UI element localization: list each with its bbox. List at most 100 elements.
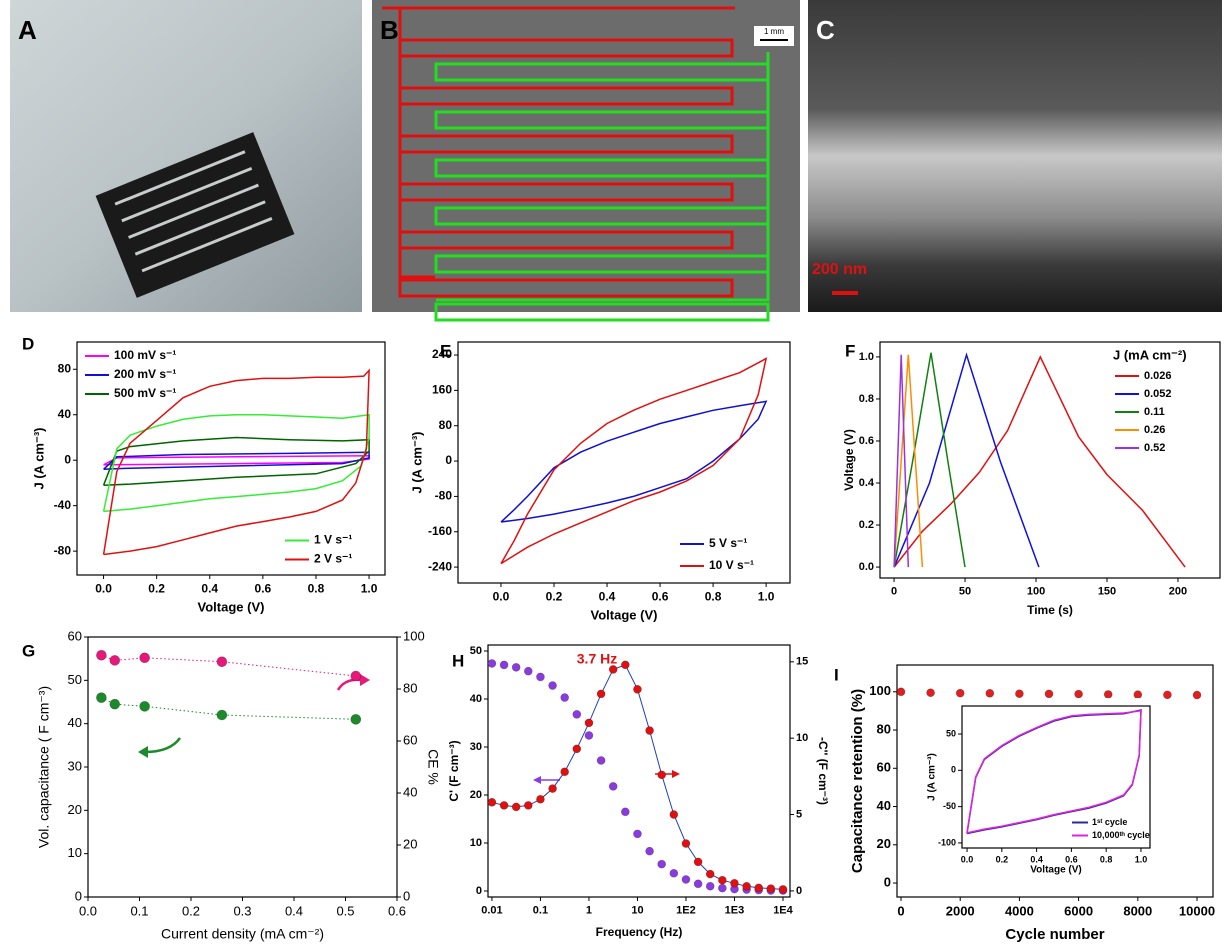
- data-point: [645, 846, 654, 856]
- data-point: [511, 802, 521, 812]
- data-point: [693, 857, 703, 867]
- data-point: [778, 885, 788, 894]
- x-tick-label: 1E4: [773, 905, 793, 917]
- y-tick-label: 60: [68, 628, 82, 643]
- y-tick-label: 0: [445, 453, 452, 467]
- panel-label: G: [22, 641, 35, 660]
- plot-frame: [896, 664, 1214, 898]
- data-point: [681, 839, 691, 848]
- y-tick-label: 80: [58, 361, 72, 375]
- data-point: [669, 810, 679, 819]
- x-axis-label: Time (s): [1027, 603, 1073, 617]
- x-tick-label: 1E2: [676, 905, 696, 917]
- y2-tick-label: 100: [403, 628, 425, 643]
- electrode-finger: [398, 134, 734, 154]
- data-point: [584, 718, 594, 728]
- y-tick-label: 240: [432, 347, 452, 361]
- data-point: [633, 829, 642, 839]
- data-point: [109, 698, 121, 710]
- data-point: [1133, 690, 1143, 699]
- arrow-head: [672, 770, 680, 778]
- series-line: [103, 451, 370, 471]
- x-tick-label: 0.4: [201, 582, 218, 596]
- y-tick-label: -240: [428, 559, 452, 573]
- electrode-finger: [398, 230, 734, 250]
- y-tick-label: -50: [943, 801, 956, 811]
- data-point: [96, 649, 107, 661]
- x-axis-label: Frequency (Hz): [596, 925, 683, 939]
- x-axis-label: Voltage (V): [198, 599, 265, 614]
- data-point: [1192, 690, 1202, 700]
- x-tick-label: 0.2: [182, 904, 200, 919]
- y-tick-label: 160: [432, 383, 452, 397]
- y-tick-label: 50: [470, 645, 482, 657]
- x-tick-label: 0: [897, 904, 904, 919]
- data-point: [139, 652, 150, 664]
- y-tick-label: 0: [64, 452, 71, 466]
- arrow: [336, 678, 363, 691]
- y2-tick-label: 0: [796, 885, 802, 897]
- scale-label: 200 nm: [812, 261, 867, 278]
- panel-label: I: [834, 665, 839, 684]
- y-tick-label: 80: [877, 721, 891, 736]
- x-tick-label: 0.1: [130, 904, 148, 919]
- series-line: [101, 697, 356, 720]
- y-tick-label: 10: [68, 845, 82, 860]
- chart: 0.0 0.2 0.4 0.6 0.8 1.0 -240 -160 -80 0 80 160 240 Vo…: [409, 341, 791, 622]
- data-point: [216, 709, 228, 721]
- data-point: [499, 801, 509, 810]
- y-tick-label: 40: [877, 798, 891, 813]
- y-axis-label: Vol. capacitance ( F cm⁻³): [36, 686, 52, 848]
- data-point: [511, 663, 521, 672]
- data-point: [718, 875, 727, 885]
- x-tick-label: 1.0: [758, 590, 775, 604]
- device: [95, 132, 295, 298]
- series-line: [102, 413, 370, 513]
- y-tick-label: 80: [439, 418, 453, 432]
- x-axis-label: Voltage (V): [1030, 865, 1081, 876]
- x-tick-label: 4000: [1005, 904, 1034, 919]
- series-line: [966, 709, 1142, 834]
- y-tick-label: 0.6: [859, 435, 874, 447]
- y-tick-label: 0: [884, 874, 891, 889]
- x-tick-label: 2000: [946, 904, 975, 919]
- plot-frame: [457, 341, 791, 584]
- x-tick-label: 1.0: [361, 582, 378, 596]
- data-point: [669, 868, 679, 878]
- y-tick-label: 0.8: [859, 393, 874, 405]
- data-point: [572, 744, 582, 754]
- x-tick-label: 0.2: [148, 582, 165, 596]
- y-tick-label: 50: [68, 672, 82, 687]
- data-point: [96, 692, 107, 703]
- arrow-head: [360, 674, 370, 686]
- x-tick-label: 0.4: [599, 590, 616, 604]
- x-tick-label: 0.2: [546, 590, 563, 604]
- scale-label: 1 mm: [764, 27, 784, 36]
- y-tick-label: 0.0: [859, 561, 874, 573]
- series-line: [893, 352, 1040, 568]
- legend-label: 2 V s⁻¹: [314, 552, 352, 566]
- electrode-finger: [398, 182, 734, 202]
- data-point: [139, 701, 150, 712]
- data-point: [487, 798, 497, 807]
- legend-label: 1 V s⁻¹: [314, 533, 352, 547]
- plot-frame: [879, 341, 1221, 579]
- x-tick-label: 150: [1098, 586, 1116, 598]
- electrode-finger: [398, 278, 734, 298]
- chart: 0.0 0.2 0.4 0.6 0.8 1.0 -80 -40 0 40 80 Voltage (V)…: [22, 334, 386, 614]
- plot-frame: [961, 705, 1151, 849]
- series-line: [500, 357, 768, 565]
- y-tick-label: 20: [470, 789, 482, 801]
- data-point: [548, 784, 557, 793]
- data-point: [350, 670, 362, 682]
- x-tick-label: 0.6: [1065, 855, 1078, 865]
- legend-label: 200 mV s⁻¹: [114, 367, 176, 381]
- series-line: [893, 354, 924, 568]
- data-point: [109, 655, 121, 666]
- y-tick-label: -40: [54, 498, 72, 512]
- data-point: [681, 875, 691, 884]
- x-tick-label: 0.2: [996, 855, 1009, 865]
- x-tick-label: 0.8: [1100, 855, 1113, 865]
- series-line: [491, 664, 784, 890]
- y-axis-label: J (A cm⁻³): [409, 432, 424, 494]
